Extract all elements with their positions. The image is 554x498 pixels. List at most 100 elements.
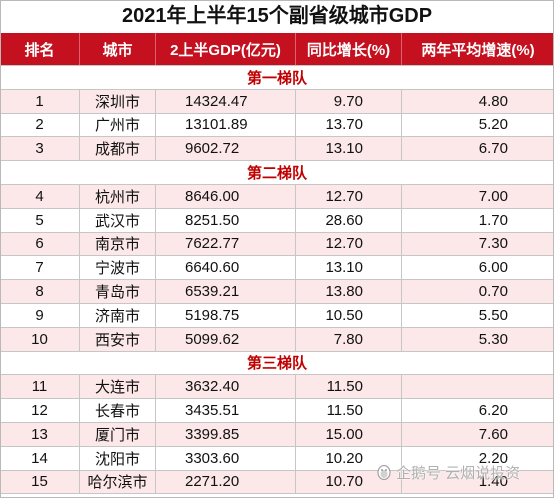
- rank-cell: 8: [0, 280, 80, 303]
- city-cell: 济南市: [80, 303, 156, 327]
- column-header-yoy-growth: 同比增长(%): [296, 33, 402, 65]
- rank-cell: 7: [0, 256, 80, 280]
- city-cell: 杭州市: [80, 184, 156, 208]
- gdp-cell: 8251.50: [156, 208, 296, 232]
- city-cell: 沈阳市: [80, 446, 156, 470]
- table-row: 8 青岛市 6539.21 13.80 0.70: [0, 280, 554, 304]
- tier-label: 第一梯队: [246, 69, 307, 87]
- rank-cell: 11: [0, 375, 80, 399]
- city-cell: 广州市: [80, 113, 156, 137]
- gdp-cell: 3399.85: [156, 422, 296, 446]
- table-row: 11 大连市 3632.40 11.50: [0, 375, 554, 400]
- yoy-growth-cell: 13.10: [296, 137, 402, 161]
- city-cell: 厦门市: [80, 422, 156, 446]
- gdp-cell: 6539.21: [156, 280, 296, 303]
- yoy-growth-cell: 12.70: [296, 184, 402, 208]
- tier-header-row: 第二梯队: [0, 161, 554, 185]
- two-year-avg-growth-cell: 7.00: [478, 187, 508, 205]
- gdp-cell: 8646.00: [156, 184, 296, 208]
- rank-cell: 4: [0, 184, 80, 208]
- watermark: 企鹅号 云烟说投资: [376, 462, 520, 482]
- yoy-growth-cell: 10.20: [296, 446, 402, 470]
- yoy-growth-cell: 10.50: [296, 303, 402, 327]
- table-row: 1 深圳市 14324.47 9.70 4.80: [0, 89, 554, 114]
- yoy-growth-cell: 10.70: [296, 470, 402, 494]
- rank-cell: 14: [0, 446, 80, 470]
- yoy-growth-cell: 15.00: [296, 422, 402, 446]
- gdp-cell: 13101.89: [156, 113, 296, 137]
- table-header-row: 排名 城市 2上半GDP(亿元) 同比增长(%) 两年平均增速(%): [0, 33, 554, 66]
- two-year-avg-growth-cell: 0.70: [478, 283, 508, 301]
- two-year-avg-growth-cell: 6.20: [478, 402, 508, 420]
- rank-cell: 3: [0, 137, 80, 161]
- penguin-logo-icon: [376, 464, 392, 480]
- table-row: 7 宁波市 6640.60 13.10 6.00: [0, 256, 554, 281]
- table-row: 10 西安市 5099.62 7.80 5.30: [0, 327, 554, 352]
- gdp-cell: 14324.47: [156, 89, 296, 113]
- two-year-avg-growth-cell: 5.20: [478, 116, 508, 134]
- yoy-growth-cell: 13.70: [296, 113, 402, 137]
- rank-cell: 13: [0, 422, 80, 446]
- two-year-avg-growth-cell: 5.30: [478, 330, 508, 348]
- table-row: 13 厦门市 3399.85 15.00 7.60: [0, 422, 554, 447]
- table-row: 2 广州市 13101.89 13.70 5.20: [0, 113, 554, 138]
- gdp-cell: 5198.75: [156, 303, 296, 327]
- yoy-growth-cell: 7.80: [296, 327, 402, 351]
- rank-cell: 5: [0, 208, 80, 232]
- yoy-growth-cell: 13.10: [296, 256, 402, 280]
- yoy-growth-cell: 28.60: [296, 208, 402, 232]
- yoy-growth-cell: 11.50: [296, 375, 402, 399]
- yoy-growth-cell: 12.70: [296, 232, 402, 256]
- rank-cell: 12: [0, 399, 80, 422]
- gdp-cell: 3435.51: [156, 399, 296, 422]
- table-row: 14 沈阳市 3303.60 10.20 2.20: [0, 446, 554, 471]
- table-row: 15 哈尔滨市 2271.20 10.70 1.40: [0, 470, 554, 495]
- gdp-cell: 5099.62: [156, 327, 296, 351]
- yoy-growth-cell: 9.70: [296, 89, 402, 113]
- yoy-growth-cell: 11.50: [296, 399, 402, 422]
- gdp-cell: 6640.60: [156, 256, 296, 280]
- tier-header-row: 第一梯队: [0, 66, 554, 90]
- table-row: 4 杭州市 8646.00 12.70 7.00: [0, 184, 554, 209]
- tier-header-row: 第三梯队: [0, 352, 554, 376]
- gdp-table: 排名 城市 2上半GDP(亿元) 同比增长(%) 两年平均增速(%) 第一梯队 1…: [0, 33, 554, 495]
- column-header-rank: 排名: [0, 33, 80, 65]
- two-year-avg-growth-cell: 4.80: [478, 92, 508, 110]
- gdp-cell: 9602.72: [156, 137, 296, 161]
- city-cell: 青岛市: [80, 280, 156, 303]
- rank-cell: 9: [0, 303, 80, 327]
- city-cell: 哈尔滨市: [80, 470, 156, 494]
- table-row: 12 长春市 3435.51 11.50 6.20: [0, 399, 554, 423]
- two-year-avg-growth-cell: 1.70: [478, 211, 508, 229]
- table-body: 第一梯队 1 深圳市 14324.47 9.70 4.80 2 广州市 13101.89 13.7…: [0, 66, 554, 495]
- two-year-avg-growth-cell: [402, 375, 554, 398]
- rank-cell: 6: [0, 232, 80, 256]
- rank-cell: 10: [0, 327, 80, 351]
- two-year-avg-growth-cell: 5.50: [478, 306, 508, 324]
- rank-cell: 15: [0, 470, 80, 494]
- city-cell: 成都市: [80, 137, 156, 161]
- two-year-avg-growth-cell: 2.20: [478, 449, 508, 467]
- gdp-cell: 7622.77: [156, 232, 296, 256]
- column-header-two-year-avg-growth: 两年平均增速(%): [421, 41, 535, 59]
- table-row: 9 济南市 5198.75 10.50 5.50: [0, 303, 554, 328]
- tier-label: 第二梯队: [246, 165, 307, 183]
- tier-label: 第三梯队: [246, 355, 307, 373]
- yoy-growth-cell: 13.80: [296, 280, 402, 303]
- column-header-city: 城市: [80, 33, 156, 65]
- column-header-gdp: 2上半GDP(亿元): [156, 33, 296, 65]
- gdp-cell: 3632.40: [156, 375, 296, 399]
- gdp-cell: 2271.20: [156, 470, 296, 494]
- page-title: 2021年上半年15个副省级城市GDP: [121, 5, 433, 27]
- gdp-cell: 3303.60: [156, 446, 296, 470]
- city-cell: 长春市: [80, 399, 156, 422]
- two-year-avg-growth-cell: 7.60: [478, 425, 508, 443]
- rank-cell: 2: [0, 113, 80, 137]
- table-row: 3 成都市 9602.72 13.10 6.70: [0, 137, 554, 162]
- city-cell: 深圳市: [80, 89, 156, 113]
- two-year-avg-growth-cell: 6.70: [478, 140, 508, 158]
- two-year-avg-growth-cell: 7.30: [478, 235, 508, 253]
- two-year-avg-growth-cell: 6.00: [478, 259, 508, 277]
- city-cell: 西安市: [80, 327, 156, 351]
- two-year-avg-growth-cell: 1.40: [478, 473, 508, 491]
